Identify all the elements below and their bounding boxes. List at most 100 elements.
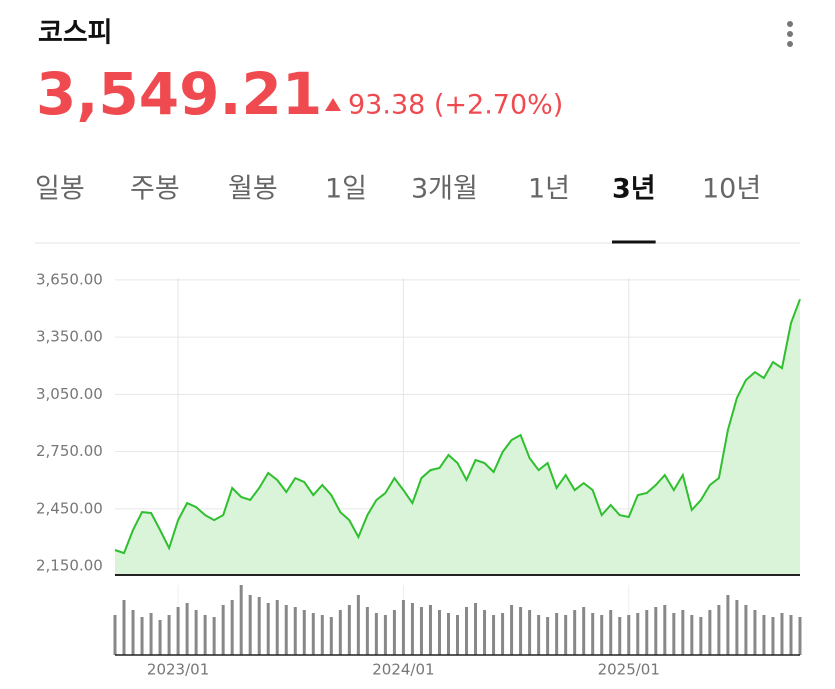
volume-bar — [456, 615, 459, 655]
volume-bar — [591, 613, 595, 655]
line — [114, 298, 801, 555]
volume-bar — [437, 610, 441, 655]
menu-button[interactable] — [787, 21, 793, 47]
volume-bar — [573, 610, 577, 655]
volume-bar — [645, 610, 649, 655]
tab[interactable]: 1년 — [528, 174, 570, 205]
volume-bar — [410, 603, 414, 655]
volume-bar — [284, 605, 288, 655]
volume-bar — [140, 617, 144, 655]
volume-bar — [347, 605, 351, 655]
y-tick-label: 2,150.00 — [36, 557, 103, 575]
volume-bar — [546, 617, 550, 655]
change: 93.38 (+2.70%) — [348, 90, 563, 121]
tab[interactable]: 10년 — [702, 174, 761, 205]
volume-bar — [131, 610, 135, 655]
volume-bar — [428, 605, 432, 655]
volume-bar — [717, 605, 721, 655]
volume-bar — [600, 615, 604, 655]
volume-bar — [275, 600, 279, 655]
volume-bar — [780, 613, 784, 655]
y-tick-label: 3,050.00 — [36, 385, 103, 403]
y-tick-label: 2,750.00 — [36, 442, 103, 460]
volume-bar — [194, 610, 198, 655]
volume-bar — [762, 615, 766, 655]
volume-bar — [501, 613, 505, 655]
volume-bar — [627, 615, 631, 655]
dot — [787, 31, 793, 37]
volume-bar — [158, 620, 162, 655]
tab[interactable]: 월봉 — [228, 174, 278, 205]
volume-bar — [320, 615, 324, 655]
volume-bar — [311, 613, 315, 655]
volume-bar — [392, 610, 396, 655]
volume-bar — [167, 615, 171, 655]
volume-bar — [356, 595, 360, 655]
volume-bar — [221, 605, 225, 655]
volume-bar — [663, 605, 667, 655]
area — [115, 299, 800, 575]
volume-bar — [744, 605, 748, 655]
volume-bar — [293, 607, 297, 655]
title: 코스피 — [38, 18, 113, 49]
volume-bar — [519, 607, 523, 655]
volume-bar — [708, 610, 712, 655]
volume-bar — [329, 617, 333, 655]
volume-bar — [609, 610, 613, 655]
x-tick-label: 2024/01 — [372, 661, 434, 679]
dot — [787, 41, 793, 47]
volume-bar — [419, 607, 423, 655]
volume-bar — [483, 610, 487, 655]
volume-bar — [753, 610, 757, 655]
volume-bar — [212, 617, 216, 655]
volume-bar — [374, 613, 378, 655]
price: 3,549.21 — [36, 60, 322, 128]
volume-bar — [510, 605, 514, 655]
volume-bar — [446, 613, 450, 655]
volume-bar — [699, 617, 703, 655]
up-arrow — [325, 98, 341, 111]
volume-bar — [338, 610, 342, 655]
volume-bar — [266, 603, 270, 655]
volume-bar — [789, 615, 793, 655]
volume-bar — [690, 615, 694, 655]
tab[interactable]: 3개월 — [411, 174, 478, 205]
volume-bar — [798, 617, 802, 655]
volume-bar — [113, 615, 117, 655]
volume-bar — [383, 615, 387, 655]
y-tick-label: 3,350.00 — [36, 328, 103, 346]
volume-bar — [771, 617, 775, 655]
volume-bar — [401, 600, 405, 655]
y-tick-label: 3,650.00 — [36, 270, 103, 288]
volume-bar — [636, 613, 640, 655]
volume-bar — [149, 613, 153, 655]
volume-bar — [492, 615, 496, 655]
volume-bar — [654, 607, 658, 655]
volume-bar — [176, 607, 180, 655]
volume-bar — [555, 613, 559, 655]
volume-bar — [248, 595, 252, 655]
volume-bar — [474, 603, 478, 655]
volume-bar — [122, 600, 126, 655]
volume-bar — [735, 600, 739, 655]
volume-bar — [672, 613, 676, 655]
tab[interactable]: 일봉 — [35, 174, 85, 205]
volume-bar — [302, 610, 306, 655]
dot — [787, 21, 793, 27]
volume-bar — [564, 615, 568, 655]
tab[interactable]: 1일 — [325, 174, 367, 205]
volume-bar — [618, 617, 622, 655]
volume-bar — [185, 603, 189, 655]
volume-bar — [582, 607, 586, 655]
x-tick-label: 2025/01 — [598, 661, 660, 679]
volume-bar — [239, 585, 243, 655]
volume-bar — [465, 607, 469, 655]
tab[interactable]: 주봉 — [130, 174, 180, 205]
volume-bar — [537, 615, 541, 655]
tab[interactable]: 3년 — [612, 174, 656, 205]
volume-bar — [203, 615, 207, 655]
volume-bar — [681, 610, 685, 655]
volume-bar — [726, 595, 730, 655]
